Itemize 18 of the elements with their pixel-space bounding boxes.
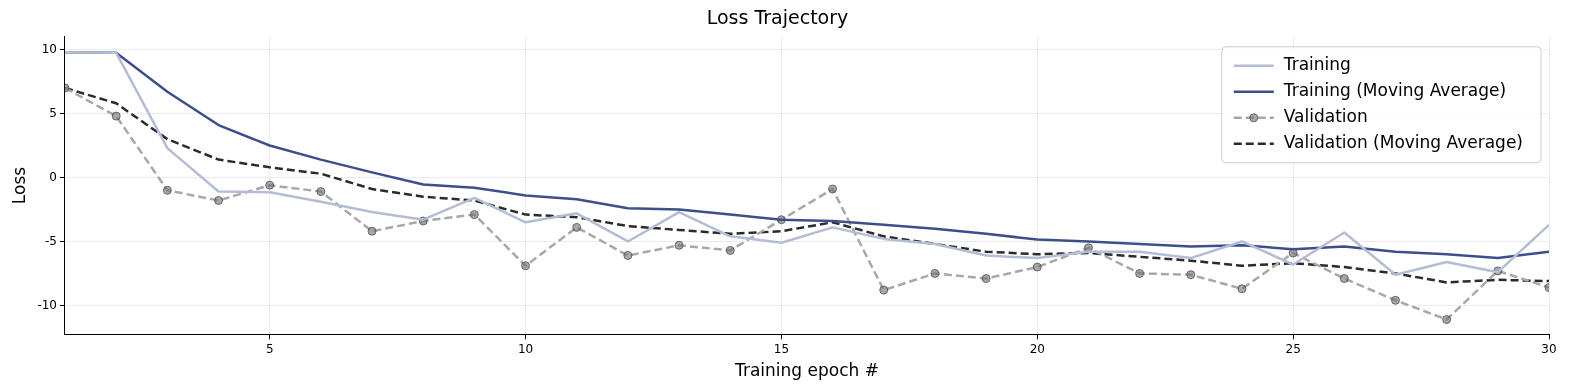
x-axis-title: Training epoch #: [734, 360, 879, 381]
x-tick-label: 15: [773, 341, 790, 356]
legend-label: Training: [1282, 54, 1351, 75]
y-tick-label: -5: [45, 233, 57, 248]
x-tick-label: 20: [1029, 341, 1045, 356]
legend-label: Validation: [1283, 106, 1368, 127]
chart-title: Loss Trajectory: [706, 6, 849, 29]
x-tick-label: 25: [1285, 341, 1301, 356]
x-tick-label: 10: [517, 341, 534, 356]
legend-label: Validation (Moving Average): [1283, 132, 1523, 153]
legend-label: Training (Moving Average): [1282, 80, 1507, 101]
y-tick-label: 0: [49, 169, 57, 184]
y-tick-label: -10: [37, 297, 57, 312]
y-tick-label: 5: [49, 105, 57, 120]
y-tick-label: 10: [41, 41, 57, 56]
x-tick-label: 30: [1541, 341, 1557, 356]
x-tick-label: 5: [265, 341, 274, 356]
y-axis-title: Loss: [8, 166, 29, 205]
